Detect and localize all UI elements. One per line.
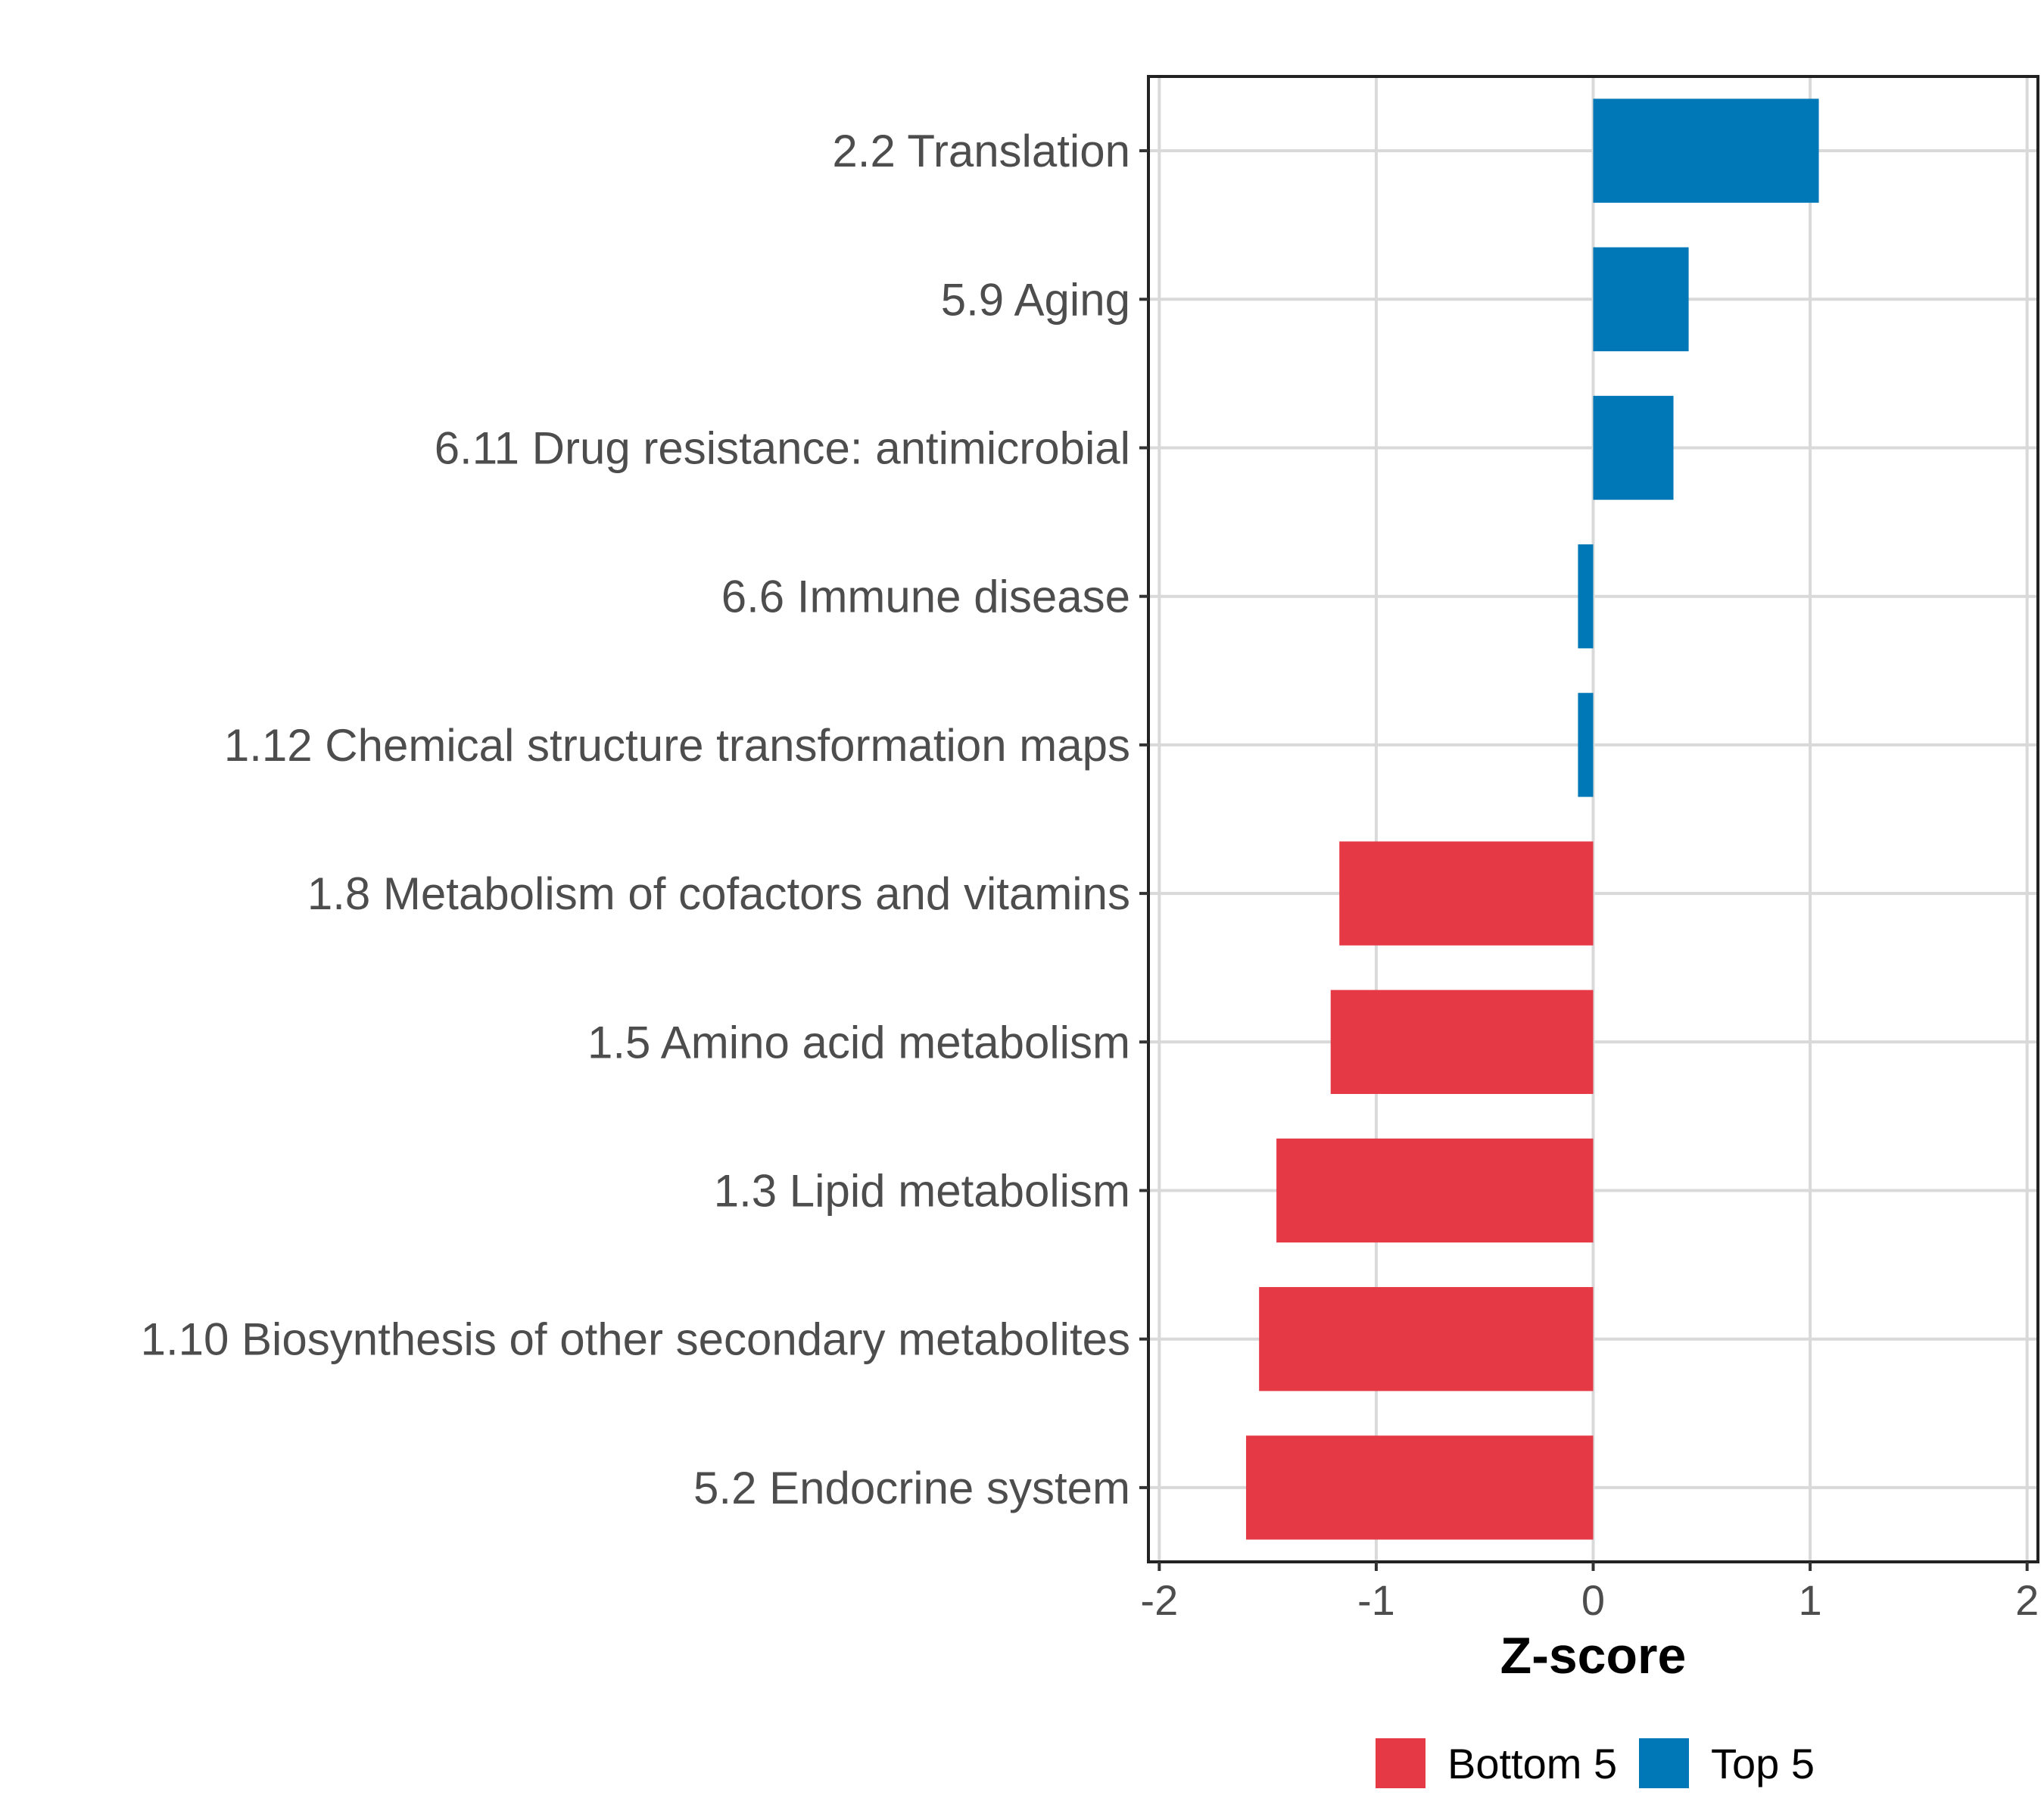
y-tick-label: 1.12 Chemical structure transformation m… (224, 720, 1130, 771)
bar (1578, 693, 1594, 797)
bar (1276, 1138, 1594, 1243)
y-tick-label: 1.8 Metabolism of cofactors and vitamins (307, 868, 1130, 919)
x-tick-label: 1 (1799, 1576, 1822, 1624)
x-tick-label: -2 (1140, 1576, 1178, 1624)
x-tick-label: 0 (1581, 1576, 1605, 1624)
y-tick-label: 5.9 Aging (941, 274, 1130, 325)
y-tick-label: 6.6 Immune disease (721, 572, 1130, 622)
bar (1245, 1435, 1594, 1540)
bar (1593, 247, 1689, 351)
x-tick-label: -1 (1357, 1576, 1395, 1624)
x-tick-label: 2 (2015, 1576, 2039, 1624)
y-tick-label: 6.11 Drug resistance: antimicrobial (435, 423, 1130, 474)
bar (1578, 544, 1594, 649)
bar (1593, 98, 1819, 203)
y-tick-label: 1.10 Biosynthesis of other secondary met… (141, 1314, 1130, 1365)
bars (1245, 98, 1819, 1540)
bar (1259, 1287, 1594, 1392)
x-axis: -2 -1 0 1 2 (1140, 1562, 2039, 1624)
x-axis-title: Z-score (1500, 1627, 1687, 1685)
bar (1330, 990, 1594, 1094)
legend-label-top-5: Top 5 (1711, 1740, 1815, 1787)
legend: Bottom 5 Top 5 (1376, 1738, 1815, 1788)
y-tick-label: 1.5 Amino acid metabolism (587, 1017, 1130, 1067)
legend-label-bottom-5: Bottom 5 (1447, 1740, 1617, 1787)
y-tick-label: 2.2 Translation (832, 126, 1130, 176)
legend-swatch-top-5 (1639, 1738, 1689, 1788)
bar (1339, 841, 1594, 946)
y-tick-label: 5.2 Endocrine system (693, 1463, 1130, 1513)
y-axis: 2.2 Translation 5.9 Aging 6.11 Drug resist… (141, 126, 1148, 1513)
bar (1593, 395, 1674, 500)
legend-swatch-bottom-5 (1376, 1738, 1426, 1788)
y-tick-label: 1.3 Lipid metabolism (714, 1166, 1130, 1217)
